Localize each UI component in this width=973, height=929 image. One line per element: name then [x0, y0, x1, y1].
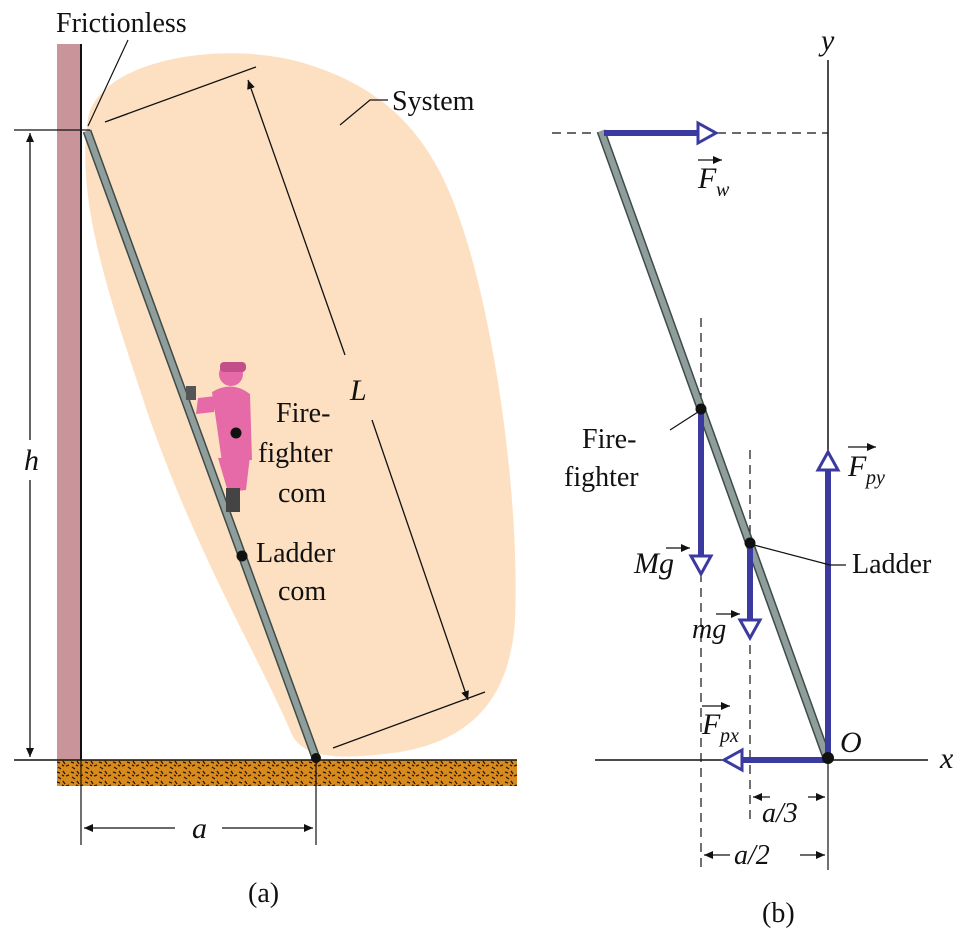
- force-wall-arrow: [604, 120, 720, 146]
- force-px-arrow: [720, 747, 828, 773]
- svg-text:py: py: [864, 467, 885, 489]
- origin-label: O: [840, 726, 862, 759]
- panel-b: y x O: [552, 24, 954, 929]
- firefighter-com-label-2: fighter: [258, 438, 333, 469]
- system-region: [85, 53, 516, 757]
- force-py-label: F py: [847, 443, 885, 489]
- ground: [57, 760, 517, 786]
- weight-ladder-arrow: [737, 543, 763, 642]
- wall: [57, 44, 81, 760]
- ladder-label-b: Ladder: [852, 549, 932, 580]
- a-third-label: a/3: [762, 798, 798, 829]
- ladder-base-point: [311, 753, 321, 763]
- firefighter-com-label-1: Fire-: [276, 398, 330, 429]
- h-label: h: [24, 444, 39, 477]
- svg-text:F: F: [847, 450, 867, 483]
- force-wall-label: F w: [697, 156, 730, 201]
- x-axis-label: x: [939, 742, 954, 775]
- a-label: a: [192, 812, 207, 845]
- L-dimension: [247, 79, 346, 356]
- panel-a: Frictionless System h L a Fire- fighter …: [14, 8, 517, 909]
- caption-b: (b): [762, 898, 795, 929]
- weight-firefighter-arrow: [688, 410, 714, 578]
- force-px-label: F px: [701, 702, 739, 747]
- svg-text:mg: mg: [692, 614, 726, 645]
- ladder-point-b: [744, 537, 756, 549]
- origin-point: [822, 752, 834, 764]
- weight-firefighter-label: Mg: [633, 544, 690, 580]
- firefighter-figure: [186, 362, 252, 512]
- L-label: L: [349, 374, 367, 407]
- firefighter-point-b: [695, 403, 707, 415]
- ladder-com-label-1: Ladder: [256, 538, 336, 569]
- svg-text:Mg: Mg: [633, 547, 674, 580]
- weight-ladder-label: mg: [692, 610, 740, 645]
- caption-a: (a): [248, 878, 279, 909]
- y-axis-label: y: [818, 24, 835, 57]
- ladder-com-point: [236, 550, 248, 562]
- svg-text:F: F: [697, 162, 717, 195]
- svg-text:px: px: [718, 725, 739, 747]
- firefighter-com-point: [230, 427, 242, 439]
- svg-text:w: w: [716, 179, 730, 201]
- svg-text:F: F: [701, 708, 721, 741]
- force-py-arrow: [815, 448, 841, 758]
- frictionless-label: Frictionless: [56, 8, 187, 39]
- ladder-com-label-2: com: [278, 576, 326, 607]
- a-half-label: a/2: [734, 840, 770, 871]
- system-label: System: [392, 86, 475, 117]
- firefighter-com-label-3: com: [278, 478, 326, 509]
- firefighter-label-b-1: Fire-: [582, 424, 636, 455]
- firefighter-label-b-2: fighter: [564, 462, 639, 493]
